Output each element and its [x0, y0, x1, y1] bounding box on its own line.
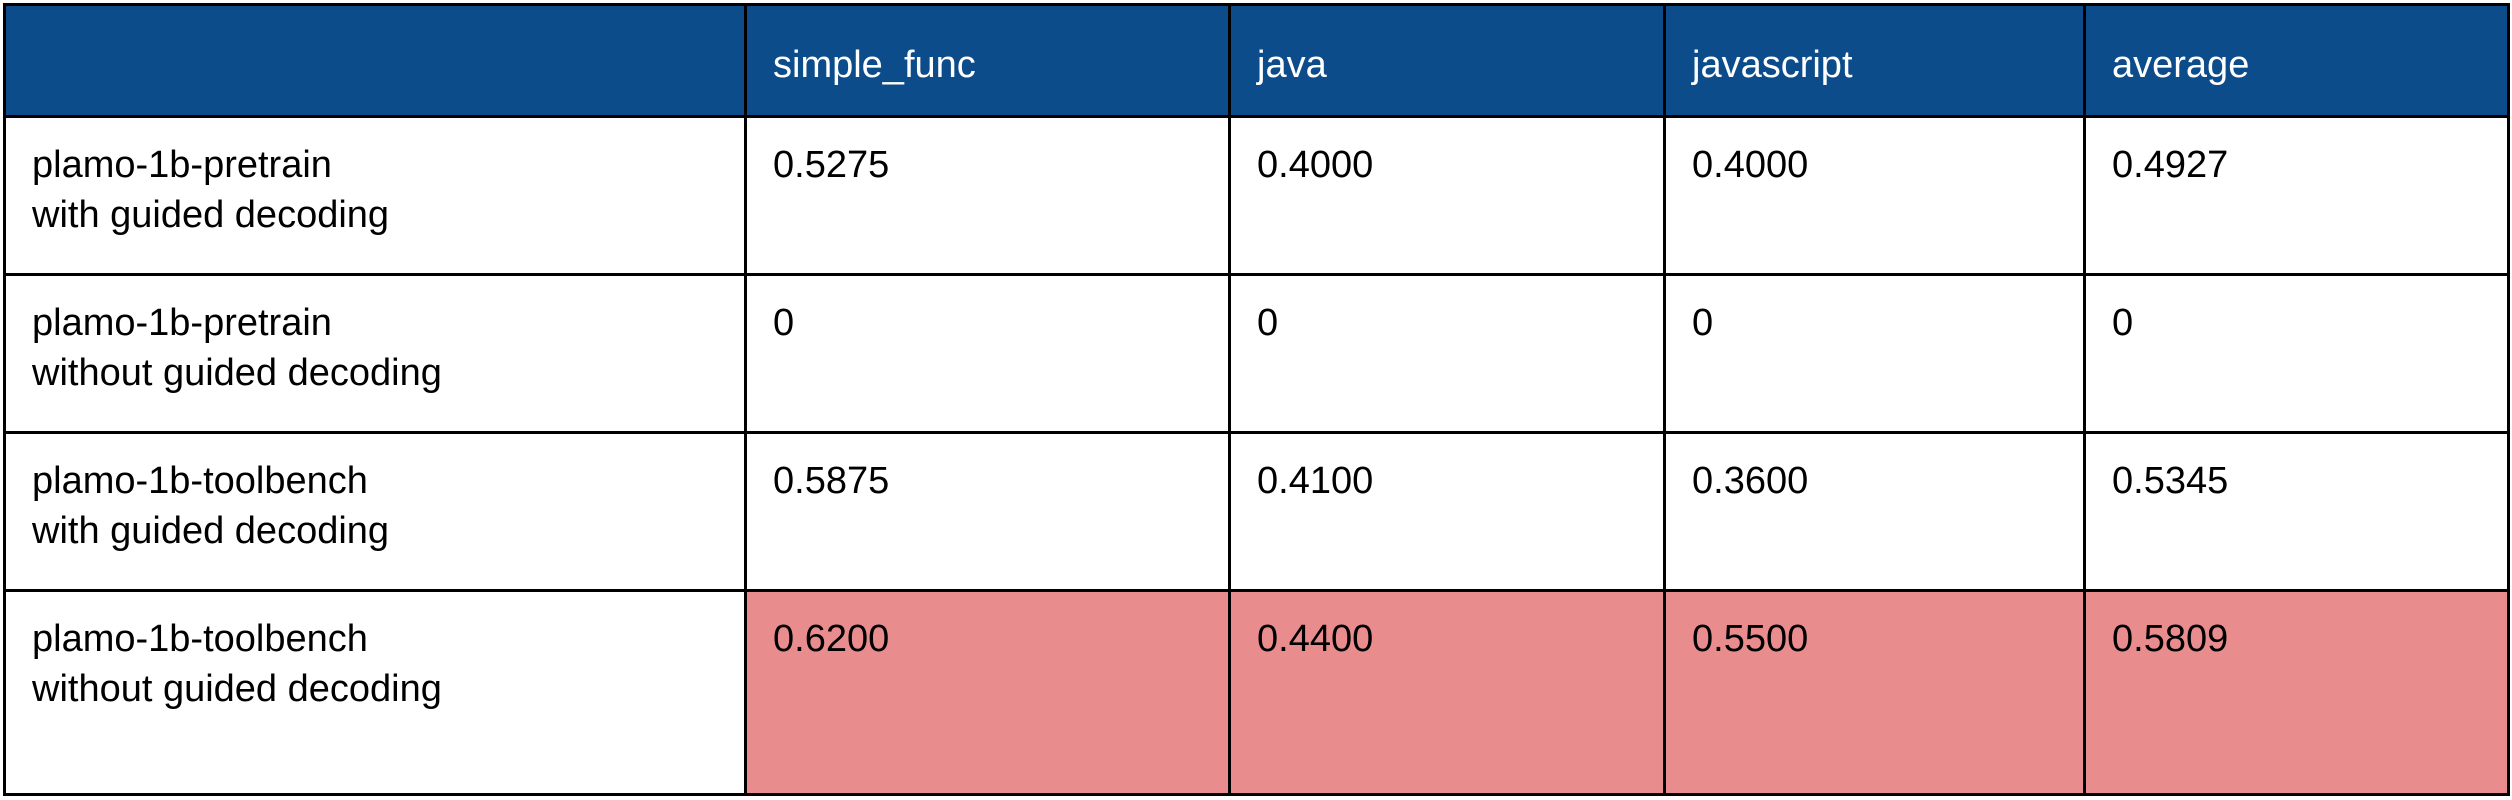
row-label: plamo-1b-toolbench without guided decodi… [3, 589, 747, 796]
cell-simple-func: 0 [744, 273, 1231, 434]
table-row: plamo-1b-toolbench with guided decoding … [3, 431, 2510, 592]
cell-javascript: 0.3600 [1663, 431, 2086, 592]
cell-average: 0.5809 [2083, 589, 2510, 796]
cell-javascript: 0.4000 [1663, 115, 2086, 276]
cell-java: 0.4100 [1228, 431, 1666, 592]
cell-simple-func: 0.5875 [744, 431, 1231, 592]
table-row-highlighted: plamo-1b-toolbench without guided decodi… [3, 589, 2510, 796]
header-cell-simple-func: simple_func [744, 3, 1231, 118]
row-label: plamo-1b-toolbench with guided decoding [3, 431, 747, 592]
cell-average: 0 [2083, 273, 2510, 434]
table-row: plamo-1b-pretrain with guided decoding 0… [3, 115, 2510, 276]
table-row: plamo-1b-pretrain without guided decodin… [3, 273, 2510, 434]
cell-average: 0.4927 [2083, 115, 2510, 276]
table-body: plamo-1b-pretrain with guided decoding 0… [3, 115, 2510, 796]
header-row: simple_func java javascript average [3, 3, 2510, 118]
row-label: plamo-1b-pretrain with guided decoding [3, 115, 747, 276]
cell-javascript: 0 [1663, 273, 2086, 434]
header-cell-average: average [2083, 3, 2510, 118]
cell-simple-func: 0.6200 [744, 589, 1231, 796]
cell-simple-func: 0.5275 [744, 115, 1231, 276]
cell-javascript: 0.5500 [1663, 589, 2086, 796]
results-table: simple_func java javascript average plam… [3, 3, 2510, 796]
cell-average: 0.5345 [2083, 431, 2510, 592]
header-cell-javascript: javascript [1663, 3, 2086, 118]
cell-java: 0 [1228, 273, 1666, 434]
cell-java: 0.4400 [1228, 589, 1666, 796]
row-label: plamo-1b-pretrain without guided decodin… [3, 273, 747, 434]
header-cell-model [3, 3, 747, 118]
header-cell-java: java [1228, 3, 1666, 118]
table-header: simple_func java javascript average [3, 3, 2510, 118]
cell-java: 0.4000 [1228, 115, 1666, 276]
